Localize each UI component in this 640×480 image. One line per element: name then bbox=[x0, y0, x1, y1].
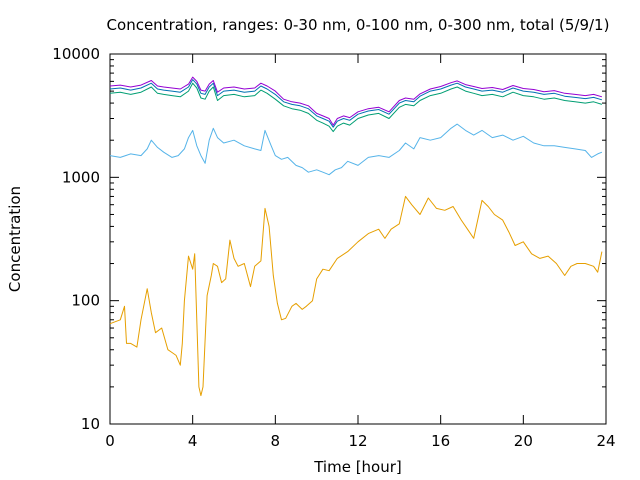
series-line-3 bbox=[109, 82, 603, 133]
y-tick-label: 1000 bbox=[62, 168, 100, 186]
series-line-1 bbox=[109, 195, 603, 397]
x-tick-label: 20 bbox=[514, 432, 533, 450]
x-tick-label: 8 bbox=[271, 432, 281, 450]
plot-frame bbox=[109, 53, 607, 425]
x-tick-label: 24 bbox=[596, 432, 615, 450]
series-line-5 bbox=[109, 76, 603, 126]
x-tick-label: 4 bbox=[188, 432, 198, 450]
x-tick-label: 0 bbox=[105, 432, 115, 450]
plot-area bbox=[109, 53, 607, 425]
y-tick-label: 100 bbox=[71, 292, 100, 310]
series-line-2 bbox=[109, 123, 603, 176]
x-tick-label: 16 bbox=[431, 432, 450, 450]
series-layer bbox=[109, 76, 603, 397]
chart-title: Concentration, ranges: 0-30 nm, 0-100 nm… bbox=[107, 16, 610, 34]
y-axis-label: Concentration bbox=[6, 186, 24, 292]
y-tick-label: 10 bbox=[81, 415, 100, 433]
x-tick-label: 12 bbox=[348, 432, 367, 450]
x-axis-label: Time [hour] bbox=[313, 458, 402, 476]
series-line-4 bbox=[109, 79, 603, 128]
y-tick-label: 10000 bbox=[52, 45, 100, 63]
ticks-layer: 0 4 8 12 16 20 24 10 100 1000 10000 bbox=[52, 45, 615, 450]
